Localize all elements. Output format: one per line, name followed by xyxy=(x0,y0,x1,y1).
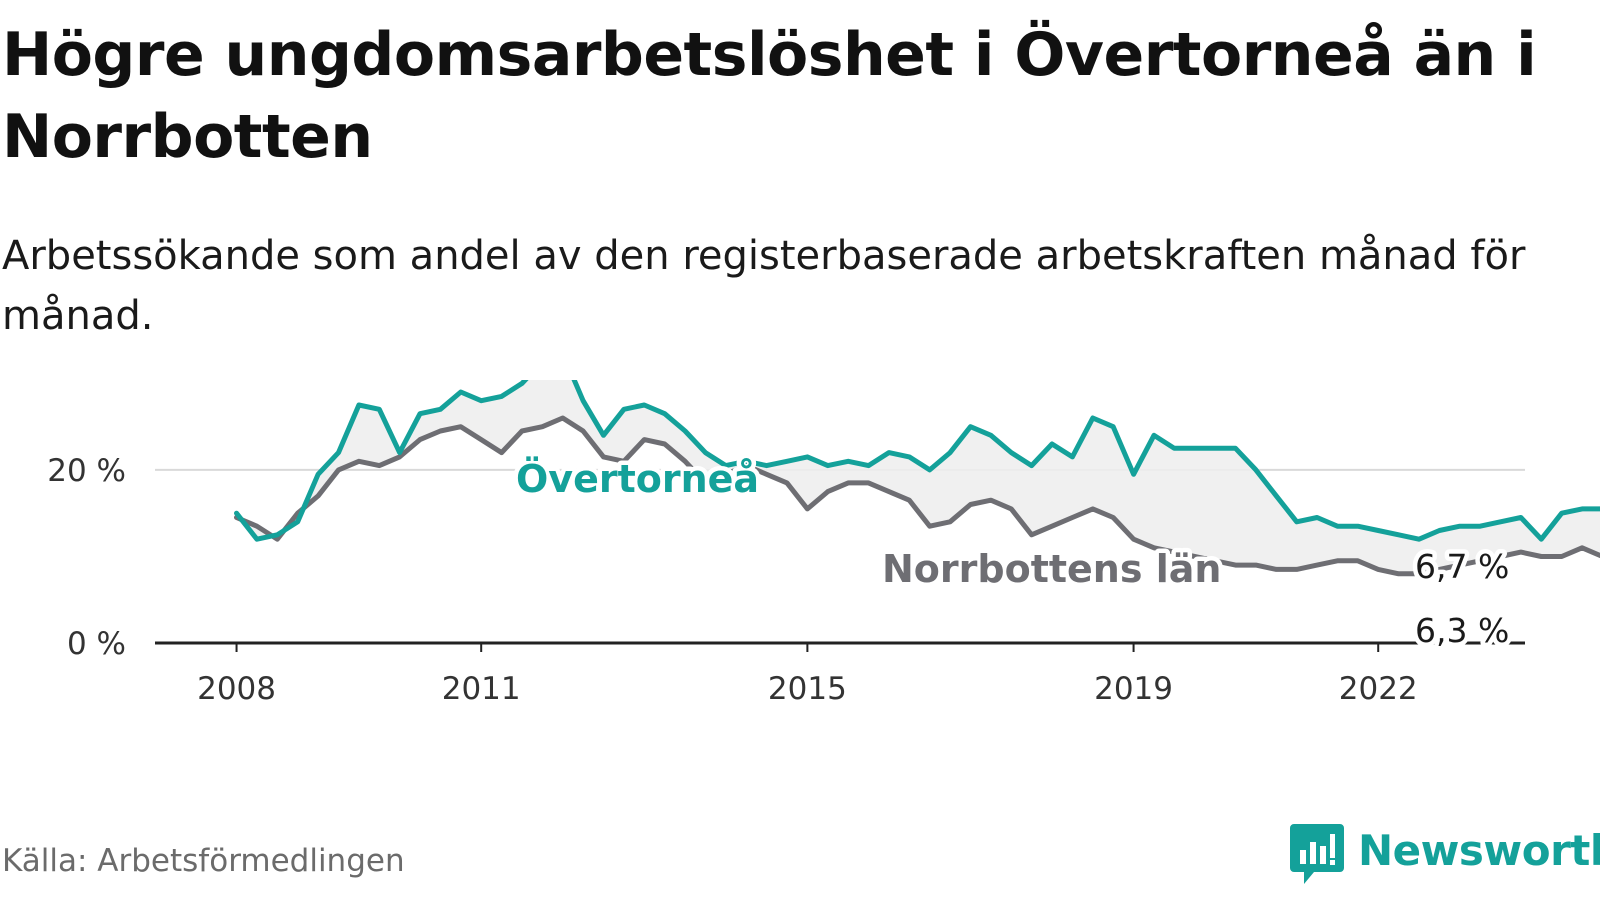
x-tick-label: 2022 xyxy=(1339,671,1418,707)
source-note: Källa: Arbetsförmedlingen xyxy=(2,843,405,879)
brand-name: Newsworthy xyxy=(1358,826,1600,875)
x-tick-label: 2019 xyxy=(1094,671,1173,707)
difference-band xyxy=(236,380,1600,574)
series-label-overtornea-text: Övertorneå xyxy=(516,457,759,501)
chart-subtitle: Arbetssökande som andel av den registerb… xyxy=(2,233,1526,339)
series-label-norrbotten-halo: Norrbottens län xyxy=(882,547,1221,591)
bar-chart-speech-bubble-icon xyxy=(1290,824,1344,884)
x-tick-label: 2015 xyxy=(768,671,847,707)
end-value-overtornea: 6,7 %6,7 % xyxy=(1411,543,1514,591)
series-label-overtornea-halo: Övertorneå xyxy=(516,457,759,501)
x-axis: 2008 2011 2015 2019 2022 xyxy=(155,641,1525,707)
series-line-overtornea xyxy=(234,380,1600,542)
series-line-norrbotten xyxy=(234,415,1600,577)
end-value-overtornea-halo: 6,7 % xyxy=(1415,547,1509,586)
y-tick-label: 0 % xyxy=(67,626,126,662)
y-tick-label: 20 % xyxy=(47,453,126,489)
series-label-norrbotten-text: Norrbottens län xyxy=(882,547,1221,591)
x-tick-label: 2011 xyxy=(442,671,521,707)
end-value-norrbotten-text: 6,3 % xyxy=(1415,611,1509,650)
chart-title: Högre ungdomsarbetslöshet i Övertorneå ä… xyxy=(2,20,1537,172)
line-chart: 0 % 20 % 2008 2011 2015 2019 2022 ÖvertorneåÖ… xyxy=(47,380,1600,707)
end-value-norrbotten-halo: 6,3 % xyxy=(1415,611,1509,650)
series-lines xyxy=(234,380,1600,577)
end-value-overtornea-text: 6,7 % xyxy=(1415,547,1509,586)
end-value-norrbotten: 6,3 %6,3 % xyxy=(1411,607,1514,655)
x-tick-label: 2008 xyxy=(197,671,276,707)
band-area xyxy=(236,380,1600,574)
